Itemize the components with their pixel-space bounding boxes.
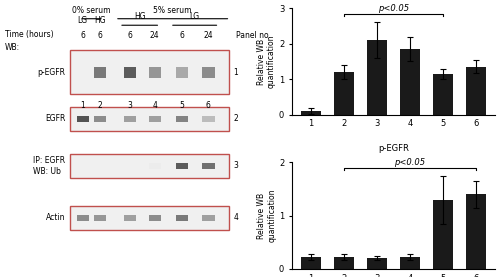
Text: 3: 3	[128, 101, 132, 110]
Bar	[466, 67, 486, 115]
Bar	[70, 154, 229, 178]
Bar	[148, 116, 161, 122]
Bar	[176, 116, 188, 122]
Bar	[124, 116, 136, 122]
Bar	[176, 163, 188, 169]
Bar	[76, 116, 89, 122]
Bar	[70, 206, 229, 230]
Bar	[400, 49, 420, 115]
Bar	[70, 107, 229, 131]
Text: 1: 1	[80, 101, 85, 110]
Text: 6: 6	[206, 101, 211, 110]
Bar	[301, 111, 321, 115]
Text: Actin: Actin	[46, 213, 66, 222]
Text: 4: 4	[152, 101, 157, 110]
Bar	[94, 116, 106, 122]
Bar	[433, 200, 453, 269]
Bar	[70, 50, 229, 94]
Text: HG: HG	[94, 16, 106, 25]
Text: p-EGFR: p-EGFR	[378, 144, 409, 153]
Bar	[124, 66, 136, 78]
Text: Time (hours): Time (hours)	[5, 30, 54, 39]
Y-axis label: Relative WB
quantification: Relative WB quantification	[257, 189, 276, 242]
Y-axis label: Relative WB
quantification: Relative WB quantification	[256, 35, 276, 88]
Bar	[76, 215, 89, 221]
Bar	[301, 257, 321, 269]
Bar	[334, 257, 354, 269]
Bar	[94, 66, 106, 78]
Text: 24: 24	[150, 31, 160, 40]
Bar	[202, 215, 214, 221]
Bar	[202, 163, 214, 169]
Bar	[148, 66, 161, 78]
Bar	[367, 40, 387, 115]
Bar	[124, 215, 136, 221]
Text: 6: 6	[98, 31, 102, 40]
Bar	[148, 163, 161, 169]
Bar	[202, 116, 214, 122]
Bar	[94, 215, 106, 221]
Bar	[176, 215, 188, 221]
Bar	[176, 66, 188, 78]
Text: 2: 2	[98, 101, 102, 110]
Text: LG: LG	[190, 12, 200, 21]
Bar	[466, 194, 486, 269]
Bar	[148, 215, 161, 221]
Text: Panel no.: Panel no.	[236, 31, 271, 40]
Text: 0% serum: 0% serum	[72, 6, 111, 15]
Text: 6: 6	[80, 31, 85, 40]
Text: 4: 4	[233, 213, 238, 222]
Text: 5: 5	[180, 101, 184, 110]
Text: 3: 3	[233, 161, 238, 170]
Text: 6: 6	[128, 31, 132, 40]
Bar	[202, 66, 214, 78]
Text: p<0.05: p<0.05	[378, 4, 409, 12]
Text: 6: 6	[180, 31, 184, 40]
Text: HG: HG	[134, 12, 145, 21]
Text: p-EGFR: p-EGFR	[38, 68, 66, 77]
Text: 1: 1	[233, 68, 238, 77]
Text: WB:: WB:	[5, 43, 20, 52]
Text: EGFR: EGFR	[45, 114, 66, 124]
Bar	[433, 74, 453, 115]
Bar	[400, 257, 420, 269]
Text: p<0.05: p<0.05	[394, 158, 426, 167]
Text: IP: EGFR
WB: Ub: IP: EGFR WB: Ub	[34, 156, 66, 176]
Text: LG: LG	[78, 16, 88, 25]
Text: 2: 2	[233, 114, 238, 124]
Bar	[334, 72, 354, 115]
Text: 5% serum: 5% serum	[154, 6, 192, 15]
Bar	[367, 258, 387, 269]
Text: 24: 24	[204, 31, 213, 40]
